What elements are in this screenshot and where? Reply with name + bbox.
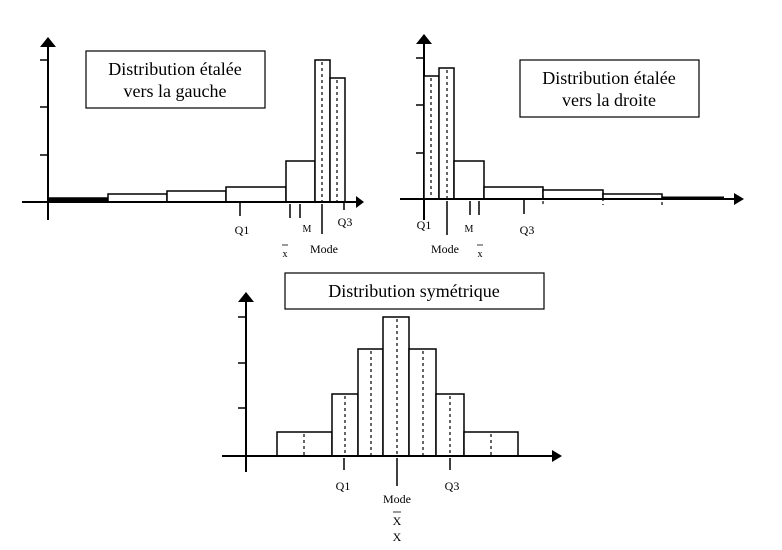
left-title-line1: Distribution étalée <box>108 59 241 79</box>
bottom-mode-label: Mode <box>383 492 411 506</box>
left-mode-label: Mode <box>310 242 338 256</box>
bottom-x-arrowhead <box>552 450 562 462</box>
left-bar <box>285 160 316 203</box>
right-mode-label: Mode <box>431 242 459 256</box>
right-skew-histogram: Q1 M Q3 Mode x Distribution étalée vers … <box>400 34 744 260</box>
left-bar <box>225 186 287 203</box>
right-title-line2: vers la droite <box>562 90 656 110</box>
left-q3-label: Q3 <box>338 215 353 229</box>
right-y-arrowhead <box>416 34 432 44</box>
bottom-title-box <box>284 272 545 310</box>
left-title-box <box>85 50 266 109</box>
bottom-q3-label: Q3 <box>445 479 460 493</box>
left-median-label: M <box>303 224 312 235</box>
bottom-bar <box>357 348 384 457</box>
right-mean-label: x <box>478 249 483 260</box>
left-title-line2: vers la gauche <box>124 81 227 101</box>
bottom-y-arrowhead <box>238 292 254 302</box>
left-skew-histogram: Q1 M Q3 x Mode Distribution étalée vers … <box>22 37 364 260</box>
right-x-arrowhead <box>734 193 744 205</box>
left-x-arrowhead <box>356 196 364 208</box>
right-title-box <box>519 59 700 118</box>
bottom-bar <box>382 316 410 457</box>
bottom-mean-label: X <box>393 514 402 528</box>
right-q3-label: Q3 <box>520 223 535 237</box>
bottom-q1-label: Q1 <box>336 479 351 493</box>
left-q1-label: Q1 <box>235 223 250 237</box>
left-bar <box>166 190 227 203</box>
right-bar <box>483 186 544 200</box>
left-bar <box>107 193 168 203</box>
left-mean-label: x <box>283 249 288 260</box>
left-y-arrowhead <box>40 37 56 47</box>
right-median-label: M <box>465 224 474 235</box>
right-q1-label: Q1 <box>417 218 432 232</box>
right-bar <box>453 160 485 200</box>
bottom-title: Distribution symétrique <box>328 281 499 301</box>
bottom-median-label: X <box>393 530 402 544</box>
right-bar <box>542 189 604 200</box>
right-title-line1: Distribution étalée <box>542 68 675 88</box>
symmetric-histogram: Distribution symétrique Q1 Q3 Mod <box>222 272 562 544</box>
